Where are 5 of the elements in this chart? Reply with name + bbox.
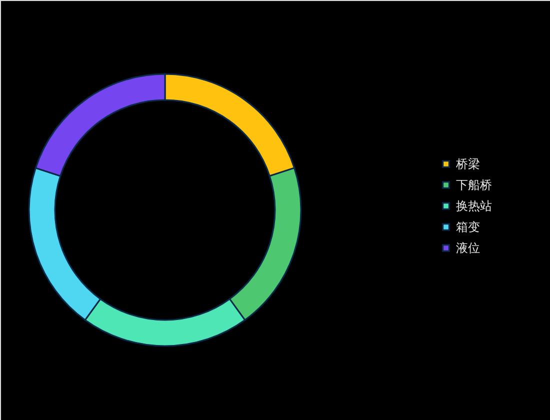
legend-label: 下船桥 xyxy=(456,178,492,192)
legend-label: 箱变 xyxy=(456,220,480,234)
legend-label: 换热站 xyxy=(456,199,492,213)
legend-label: 液位 xyxy=(456,241,480,255)
legend-label: 桥梁 xyxy=(455,157,480,171)
